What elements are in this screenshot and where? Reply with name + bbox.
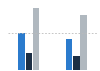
Bar bbox=[33, 8, 39, 70]
Bar bbox=[80, 15, 87, 70]
Bar bbox=[26, 53, 32, 70]
Bar bbox=[18, 33, 25, 70]
Bar bbox=[73, 56, 80, 70]
Bar bbox=[66, 39, 72, 70]
